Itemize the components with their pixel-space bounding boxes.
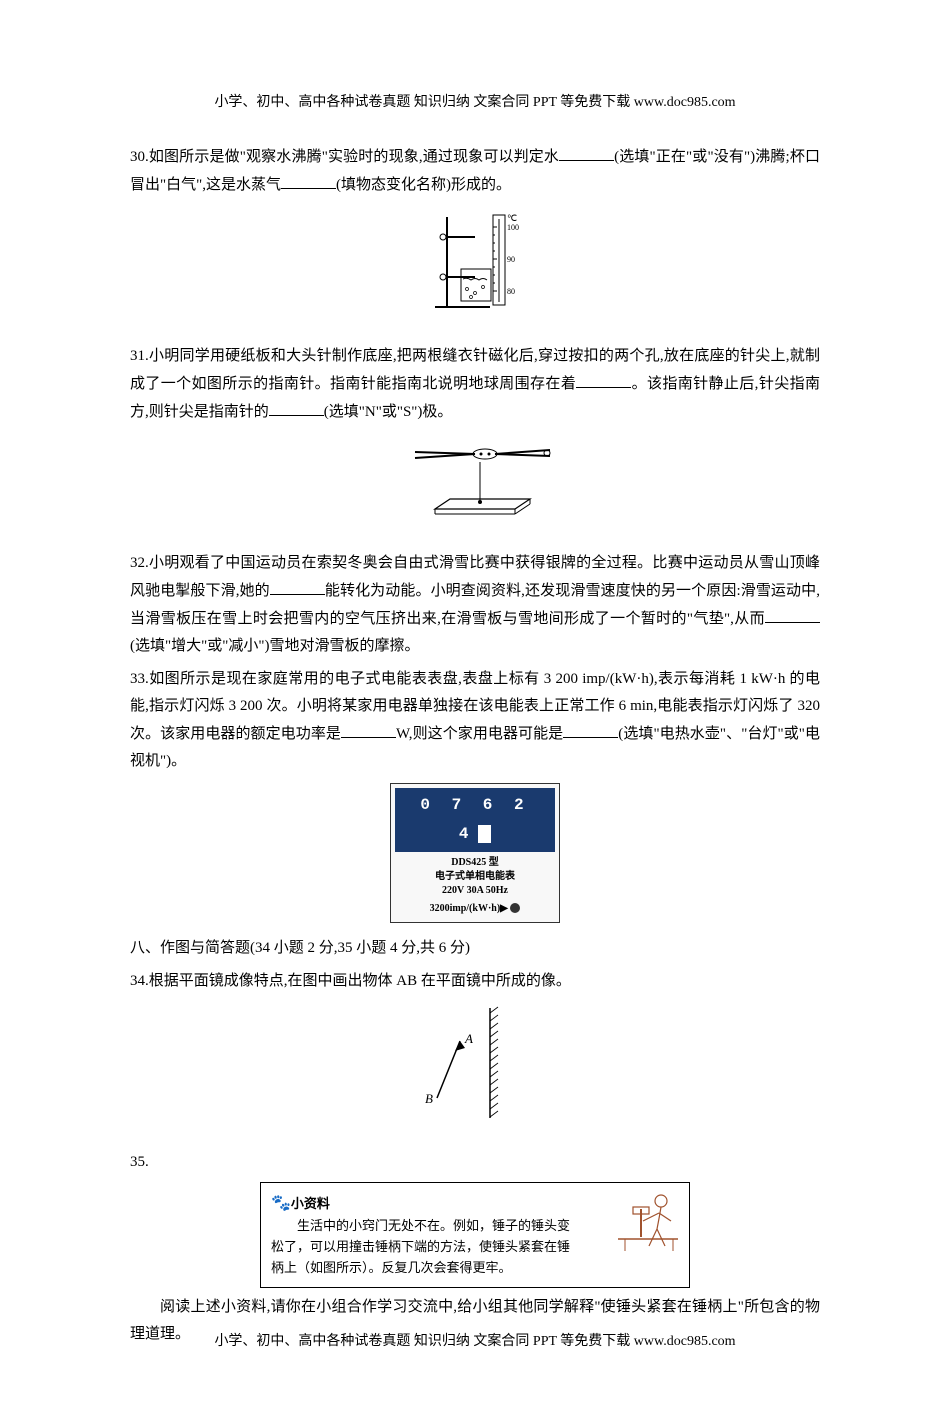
meter-name: 电子式单相电能表 <box>395 870 555 884</box>
meter-reading: 0 7 6 2 4 <box>395 788 555 852</box>
material-text: 生活中的小窍门无处不在。例如，锤子的锤头变松了，可以用撞击锤柄下端的方法，使锤头… <box>271 1216 571 1278</box>
question-33: 33.如图所示是现在家庭常用的电子式电能表表盘,表盘上标有 3 200 imp/… <box>130 666 820 775</box>
q33-text-b: W,则这个家用电器可能是 <box>396 726 563 742</box>
q30-blank-1 <box>559 143 614 161</box>
q31-figure <box>130 434 820 534</box>
question-30: 30.如图所示是做"观察水沸腾"实验时的现象,通过现象可以判定水(选填"正在"或… <box>130 143 820 199</box>
label-b: B <box>425 1091 433 1106</box>
q33-blank-1 <box>341 720 396 738</box>
meter-model: DDS425 型 <box>395 856 555 870</box>
thermometer-90: 90 <box>507 255 515 264</box>
thermometer-80: 80 <box>507 287 515 296</box>
question-32: 32.小明观看了中国运动员在索契冬奥会自由式滑雪比赛中获得银牌的全过程。比赛中运… <box>130 550 820 660</box>
q30-text-a: 30.如图所示是做"观察水沸腾"实验时的现象,通过现象可以判定水 <box>130 149 559 165</box>
material-title: 小资料 <box>291 1196 330 1211</box>
hammer-icon <box>613 1191 683 1256</box>
question-34: 34.根据平面镜成像特点,在图中画出物体 AB 在平面镜中所成的像。 <box>130 968 820 995</box>
q33-meter: 0 7 6 2 4 DDS425 型 电子式单相电能表 220V 30A 50H… <box>390 783 560 923</box>
q32-blank-1 <box>270 577 325 595</box>
q30-hint-b: (填物态变化名称)形成的。 <box>336 177 511 193</box>
page-header: 小学、初中、高中各种试卷真题 知识归纳 文案合同 PPT 等免费下载 www.d… <box>130 90 820 115</box>
question-31: 31.小明同学用硬纸板和大头针制作底座,把两根缝衣针磁化后,穿过按扣的两个孔,放… <box>130 343 820 426</box>
q33-blank-2 <box>563 720 618 738</box>
q31-hint: (选填"N"或"S")极。 <box>324 404 453 420</box>
section-8-title: 八、作图与简答题(34 小题 2 分,35 小题 4 分,共 6 分) <box>130 935 820 962</box>
meter-imp: 3200imp/(kW·h)▶ <box>395 900 555 918</box>
question-35-num: 35. <box>130 1149 820 1176</box>
q34-figure: A B <box>130 1003 820 1133</box>
q35-material-box: 🐾小资料 生活中的小窍门无处不在。例如，锤子的锤头变松了，可以用撞击锤柄下端的方… <box>260 1182 690 1288</box>
q31-blank-2 <box>269 398 324 416</box>
q32-hint: (选填"增大"或"减小")雪地对滑雪板的摩擦。 <box>130 638 419 654</box>
q30-blank-2 <box>281 171 336 189</box>
thermometer-100: 100 <box>507 223 519 232</box>
thermometer-unit: ℃ <box>507 213 517 223</box>
label-a: A <box>464 1031 473 1046</box>
meter-spec: 220V 30A 50Hz <box>395 884 555 898</box>
q30-figure: ℃ 100 90 80 <box>130 207 820 327</box>
paw-icon: 🐾 <box>271 1195 291 1212</box>
q32-blank-2 <box>765 605 820 623</box>
page-footer: 小学、初中、高中各种试卷真题 知识归纳 文案合同 PPT 等免费下载 www.d… <box>0 1329 950 1354</box>
q31-blank-1 <box>576 370 631 388</box>
